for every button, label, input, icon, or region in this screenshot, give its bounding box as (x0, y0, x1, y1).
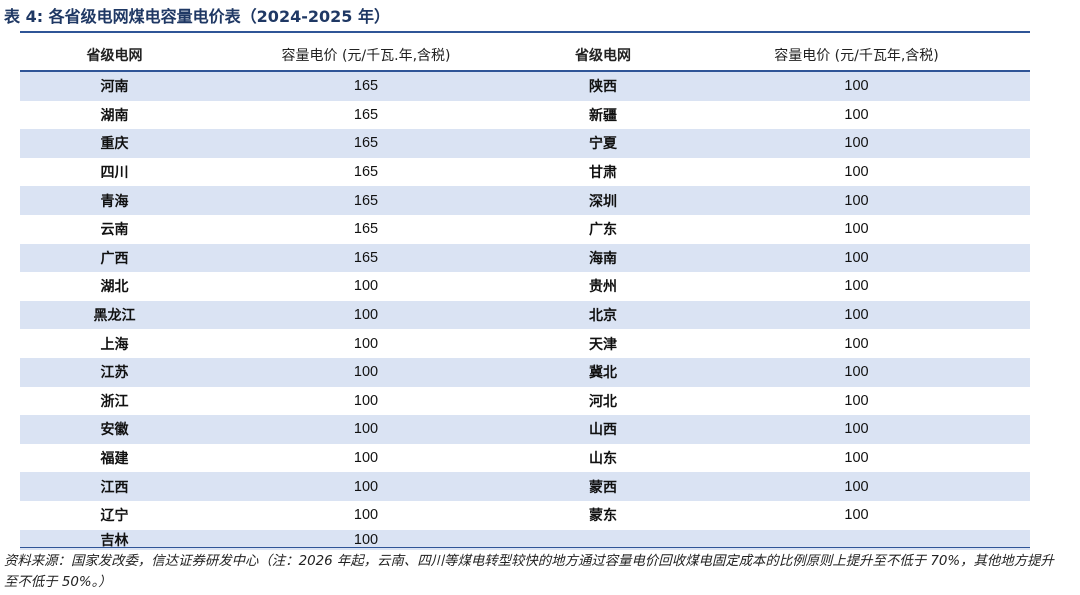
table-row: 上海 100 天津 100 (20, 329, 1030, 358)
title-rule (20, 31, 1030, 33)
table-header-row: 省级电网 容量电价 (元/千瓦.年,含税) 省级电网 容量电价 (元/千瓦年,含… (20, 40, 1030, 72)
table-row: 辽宁 100 蒙东 100 (20, 501, 1030, 530)
left-price-cell: 100 (209, 472, 523, 501)
right-province-cell: 宁夏 (523, 129, 683, 158)
left-price-cell: 165 (353, 221, 379, 238)
right-price-cell: 100 (844, 221, 869, 238)
right-price-cell: 100 (844, 164, 869, 181)
right-province-cell: 山西 (523, 415, 683, 444)
right-province-cell: 深圳 (523, 186, 683, 215)
right-province-cell: 贵州 (589, 279, 617, 296)
left-province-cell: 安徽 (20, 415, 209, 444)
left-price-cell: 100 (209, 529, 523, 550)
right-province-cell: 冀北 (523, 357, 683, 387)
right-province-cell: 甘肃 (589, 165, 617, 182)
right-province-cell: 蒙西 (523, 472, 683, 501)
right-price-cell: 100 (844, 507, 869, 524)
table-row: 江苏 100 冀北 100 (20, 357, 1030, 387)
table-row: 四川 165 甘肃 100 (20, 158, 1030, 187)
left-province-cell: 辽宁 (100, 508, 129, 525)
left-province-cell: 青海 (20, 186, 209, 215)
right-price-cell: 100 (683, 186, 1030, 215)
header-left-province: 省级电网 (20, 40, 209, 72)
left-price-cell: 100 (353, 335, 379, 352)
left-price-cell: 165 (209, 129, 523, 158)
left-price-cell: 100 (353, 278, 379, 295)
right-price-cell: 100 (683, 472, 1030, 501)
left-price-cell: 165 (353, 106, 379, 123)
right-province-cell: 广东 (589, 222, 617, 239)
table-row: 浙江 100 河北 100 (20, 387, 1030, 416)
left-province-cell: 浙江 (100, 393, 129, 410)
left-price-cell: 165 (353, 164, 379, 181)
left-province-cell: 福建 (100, 451, 129, 468)
left-province-cell: 江苏 (20, 357, 209, 387)
left-province-cell: 云南 (100, 222, 129, 239)
left-price-cell: 100 (209, 300, 523, 330)
table-row: 黑龙江 100 北京 100 (20, 300, 1030, 330)
right-price-cell: 100 (683, 357, 1030, 387)
left-province-cell: 广西 (20, 243, 209, 273)
right-province-cell: 河北 (589, 393, 617, 410)
left-province-cell: 重庆 (20, 129, 209, 158)
right-province-cell: 新疆 (589, 107, 617, 124)
left-province-cell: 湖北 (100, 279, 129, 296)
header-right-price: 容量电价 (元/千瓦年,含税) (683, 40, 1030, 72)
table-row: 云南 165 广东 100 (20, 215, 1030, 244)
right-price-cell: 100 (844, 106, 869, 123)
left-price-cell: 100 (353, 507, 379, 524)
header-left-price: 容量电价 (元/千瓦.年,含税) (209, 40, 523, 72)
table-row: 湖北 100 贵州 100 (20, 272, 1030, 301)
left-price-cell: 100 (209, 357, 523, 387)
left-province-cell: 四川 (100, 165, 129, 182)
right-province-cell: 山东 (589, 451, 617, 468)
table-title: 表 4: 各省级电网煤电容量电价表（2024-2025 年） (4, 7, 390, 26)
left-price-cell: 165 (209, 71, 523, 101)
left-price-cell: 165 (209, 186, 523, 215)
left-province-cell: 吉林 (20, 529, 209, 550)
table-row: 湖南 165 新疆 100 (20, 101, 1030, 130)
right-province-cell: 海南 (523, 243, 683, 273)
right-province-cell: 北京 (523, 300, 683, 330)
table-row: 吉林 100 (20, 529, 1030, 550)
right-price-cell (683, 529, 1030, 550)
table-row: 福建 100 山东 100 (20, 444, 1030, 473)
left-price-cell: 100 (353, 392, 379, 409)
left-province-cell: 黑龙江 (20, 300, 209, 330)
left-price-cell: 165 (209, 243, 523, 273)
left-province-cell: 河南 (20, 71, 209, 101)
table-row: 江西 100 蒙西 100 (20, 472, 1030, 501)
left-province-cell: 江西 (20, 472, 209, 501)
table-row: 重庆 165 宁夏 100 (20, 129, 1030, 158)
source-note: 资料来源：国家发改委，信达证券研发中心（注：2026 年起，云南、四川等煤电转型… (4, 554, 1054, 590)
right-price-cell: 100 (844, 450, 869, 467)
right-price-cell: 100 (844, 278, 869, 295)
table-row: 广西 165 海南 100 (20, 243, 1030, 273)
right-price-cell: 100 (683, 415, 1030, 444)
left-price-cell: 100 (353, 450, 379, 467)
table-row: 安徽 100 山西 100 (20, 415, 1030, 444)
left-province-cell: 上海 (100, 336, 129, 353)
right-province-cell: 天津 (589, 336, 617, 353)
left-province-cell: 湖南 (100, 107, 129, 124)
table-bottom-rule (20, 547, 1030, 548)
right-price-cell: 100 (683, 243, 1030, 273)
right-price-cell: 100 (844, 335, 869, 352)
right-province-cell: 蒙东 (589, 508, 617, 525)
right-province-cell: 陕西 (523, 71, 683, 101)
table-row: 青海 165 深圳 100 (20, 186, 1030, 215)
right-price-cell: 100 (683, 129, 1030, 158)
right-province-cell (523, 529, 683, 550)
table-row: 河南 165 陕西 100 (20, 71, 1030, 101)
left-price-cell: 100 (209, 415, 523, 444)
right-price-cell: 100 (844, 392, 869, 409)
right-price-cell: 100 (683, 71, 1030, 101)
capacity-price-table: 省级电网 容量电价 (元/千瓦.年,含税) 省级电网 容量电价 (元/千瓦年,含… (20, 40, 1030, 550)
header-right-province: 省级电网 (523, 40, 683, 72)
right-price-cell: 100 (683, 300, 1030, 330)
